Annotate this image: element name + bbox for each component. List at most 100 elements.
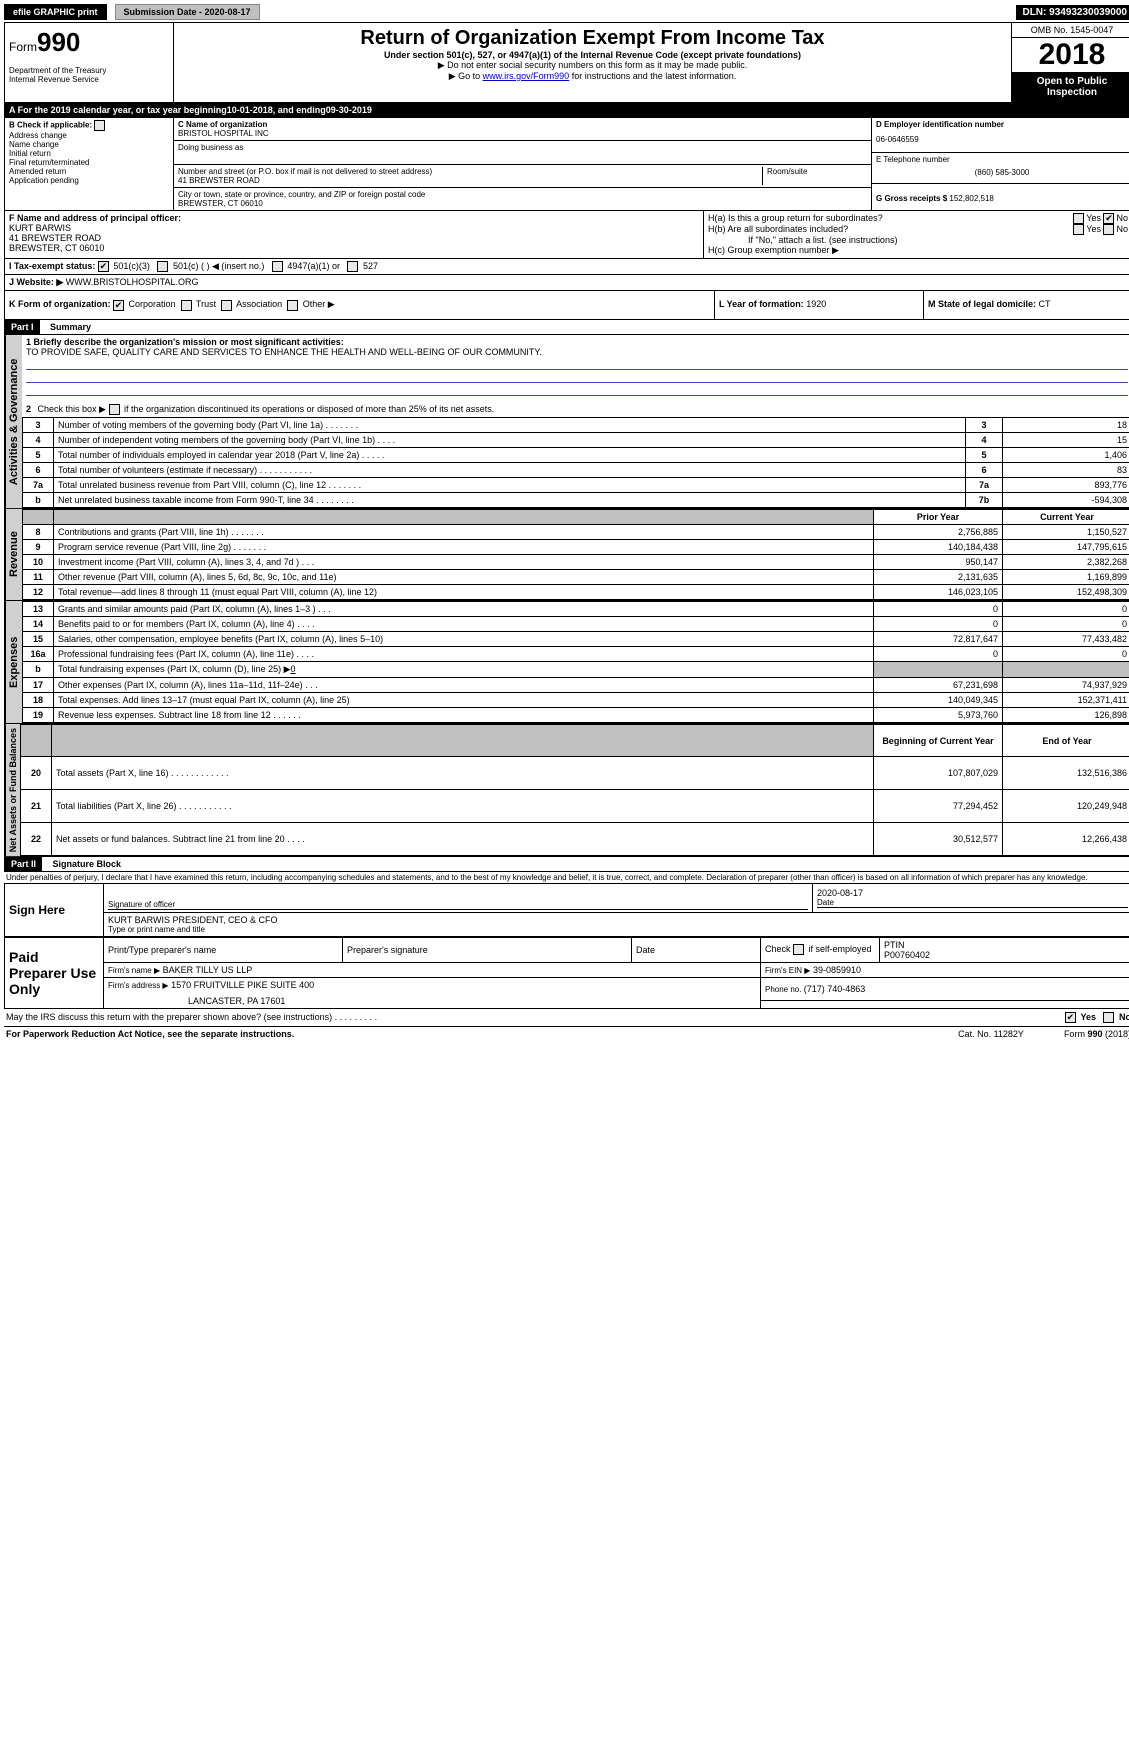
table-row: 9Program service revenue (Part VIII, lin… <box>23 539 1129 554</box>
c-name-box: C Name of organization BRISTOL HOSPITAL … <box>174 118 871 141</box>
q2-block: 2 Check this box ▶ if the organization d… <box>22 398 1129 417</box>
form-header: Form990 Department of the Treasury Inter… <box>4 22 1129 103</box>
row-a-tax-year: A For the 2019 calendar year, or tax yea… <box>4 103 1129 118</box>
m-val: CT <box>1039 299 1051 309</box>
submission-date-button[interactable]: Submission Date - 2020-08-17 <box>115 4 260 20</box>
q1-text: 1 Briefly describe the organization's mi… <box>26 337 1128 347</box>
ha-yes-checkbox[interactable] <box>1073 213 1084 224</box>
i-501c3-checkbox[interactable] <box>98 261 109 272</box>
website-url: WWW.BRISTOLHOSPITAL.ORG <box>66 277 199 288</box>
hb-no: No <box>1116 224 1128 234</box>
part1-title: Summary <box>42 322 91 332</box>
row-k: K Form of organization: Corporation Trus… <box>5 291 715 318</box>
q2-checkbox[interactable] <box>109 404 120 415</box>
i-label: I Tax-exempt status: <box>9 261 95 271</box>
paid-preparer-table: Paid Preparer Use Only Print/Type prepar… <box>4 937 1129 1009</box>
part2-header-row: Part II Signature Block <box>4 857 1129 872</box>
vert-revenue: Revenue <box>5 509 22 600</box>
i-501c-checkbox[interactable] <box>157 261 168 272</box>
efile-button[interactable]: efile GRAPHIC print <box>4 4 107 20</box>
revenue-block: Revenue Prior YearCurrent Year8Contribut… <box>4 509 1129 601</box>
firm-name-cell: Firm's name ▶ BAKER TILLY US LLP <box>104 962 761 977</box>
table-row: 8Contributions and grants (Part VIII, li… <box>23 524 1129 539</box>
g-receipts-box: G Gross receipts $ 152,802,518 <box>872 184 1129 205</box>
prep-name-label: Print/Type preparer's name <box>104 937 343 962</box>
ha-yes: Yes <box>1086 213 1101 223</box>
form-ref: Form 990 (2018) <box>1064 1029 1129 1039</box>
city-value: BREWSTER, CT 06010 <box>178 199 867 208</box>
prep-date-label: Date <box>632 937 761 962</box>
k-assoc-checkbox[interactable] <box>221 300 232 311</box>
discuss-row: May the IRS discuss this return with the… <box>4 1009 1129 1027</box>
discuss-yes-checkbox[interactable] <box>1065 1012 1076 1023</box>
paid-preparer-label: Paid Preparer Use Only <box>5 937 104 1008</box>
city-label: City or town, state or province, country… <box>178 190 867 199</box>
row-l: L Year of formation: 1920 <box>715 291 924 318</box>
ha-no: No <box>1116 213 1128 223</box>
b-item-3: Final return/terminated <box>9 158 169 167</box>
table-row: 17Other expenses (Part IX, column (A), l… <box>23 677 1129 692</box>
officer-name-title: KURT BARWIS PRESIDENT, CEO & CFO <box>108 915 1128 925</box>
row-m: M State of legal domicile: CT <box>924 291 1129 318</box>
omb-number: OMB No. 1545-0047 <box>1012 23 1129 38</box>
governance-table: 3Number of voting members of the governi… <box>22 417 1129 508</box>
i-opt3: 4947(a)(1) or <box>287 261 340 271</box>
checkbox-applicable[interactable] <box>94 120 105 131</box>
top-bar: efile GRAPHIC print Submission Date - 20… <box>4 4 1129 20</box>
b-label: B Check if applicable: <box>9 120 169 131</box>
table-row: 12Total revenue—add lines 8 through 11 (… <box>23 584 1129 599</box>
ptin-cell: PTINP00760402 <box>880 937 1129 962</box>
k-other: Other ▶ <box>303 299 335 309</box>
blank-line-1 <box>26 357 1128 370</box>
b-item-1: Name change <box>9 140 169 149</box>
form-number: Form990 <box>9 27 169 58</box>
sign-here-label: Sign Here <box>5 883 104 936</box>
mission-text: TO PROVIDE SAFE, QUALITY CARE AND SERVIC… <box>26 347 1128 357</box>
sig-label: Signature of officer <box>108 900 808 910</box>
ptin-value: P00760402 <box>884 950 930 960</box>
row-a-end: 09-30-2019 <box>326 105 372 115</box>
open-to-public: Open to Public Inspection <box>1012 72 1129 102</box>
discuss-no-checkbox[interactable] <box>1103 1012 1114 1023</box>
table-row: 15Salaries, other compensation, employee… <box>23 631 1129 646</box>
hb-yes-checkbox[interactable] <box>1073 224 1084 235</box>
vert-net: Net Assets or Fund Balances <box>5 724 20 856</box>
hb-no-checkbox[interactable] <box>1103 224 1114 235</box>
table-row: 16aProfessional fundraising fees (Part I… <box>23 646 1129 661</box>
row-a-begin: 10-01-2018 <box>227 105 273 115</box>
sig-cell: Signature of officer <box>104 883 813 912</box>
firm-ein-label: Firm's EIN ▶ <box>765 966 810 975</box>
selfemp-checkbox[interactable] <box>793 944 804 955</box>
street-value: 41 BREWSTER ROAD <box>178 176 762 185</box>
k-corp-checkbox[interactable] <box>113 300 124 311</box>
k-trust-checkbox[interactable] <box>181 300 192 311</box>
c-street-box: Number and street (or P.O. box if mail i… <box>174 165 871 188</box>
table-row: Beginning of Current YearEnd of Year <box>21 724 1129 757</box>
vert-governance: Activities & Governance <box>5 335 22 508</box>
i-opt4: 527 <box>363 261 378 271</box>
ha-text: H(a) Is this a group return for subordin… <box>708 213 1073 224</box>
firm-phone-label: Phone no. <box>765 985 804 994</box>
blank-cell <box>761 1001 1129 1009</box>
k-other-checkbox[interactable] <box>287 300 298 311</box>
table-row: 6Total number of volunteers (estimate if… <box>23 462 1129 477</box>
ptin-label: PTIN <box>884 940 905 950</box>
ha-no-checkbox[interactable] <box>1103 213 1114 224</box>
sig-date-label: Date <box>817 898 1128 908</box>
firm-addr-cell: Firm's address ▶ 1570 FRUITVILLE PIKE SU… <box>104 977 761 1008</box>
paperwork-notice: For Paperwork Reduction Act Notice, see … <box>6 1029 958 1039</box>
officer-cell: KURT BARWIS PRESIDENT, CEO & CFO Type or… <box>104 912 1129 936</box>
sig-date-cell: 2020-08-17 Date <box>813 883 1129 912</box>
ein-value: 06-0646559 <box>876 129 1128 150</box>
irs-link[interactable]: www.irs.gov/Form990 <box>483 71 570 81</box>
table-row: 4Number of independent voting members of… <box>23 432 1129 447</box>
row-j: J Website: ▶ WWW.BRISTOLHOSPITAL.ORG <box>4 275 1129 291</box>
i-527-checkbox[interactable] <box>347 261 358 272</box>
firm-city: LANCASTER, PA 17601 <box>108 990 756 1006</box>
hb-yesno: Yes No <box>1073 224 1128 235</box>
table-row: 19Revenue less expenses. Subtract line 1… <box>23 707 1129 722</box>
i-4947-checkbox[interactable] <box>272 261 283 272</box>
d-ein-box: D Employer identification number 06-0646… <box>872 118 1129 153</box>
officer-addr2: BREWSTER, CT 06010 <box>9 243 699 253</box>
ha-row: H(a) Is this a group return for subordin… <box>708 213 1128 224</box>
